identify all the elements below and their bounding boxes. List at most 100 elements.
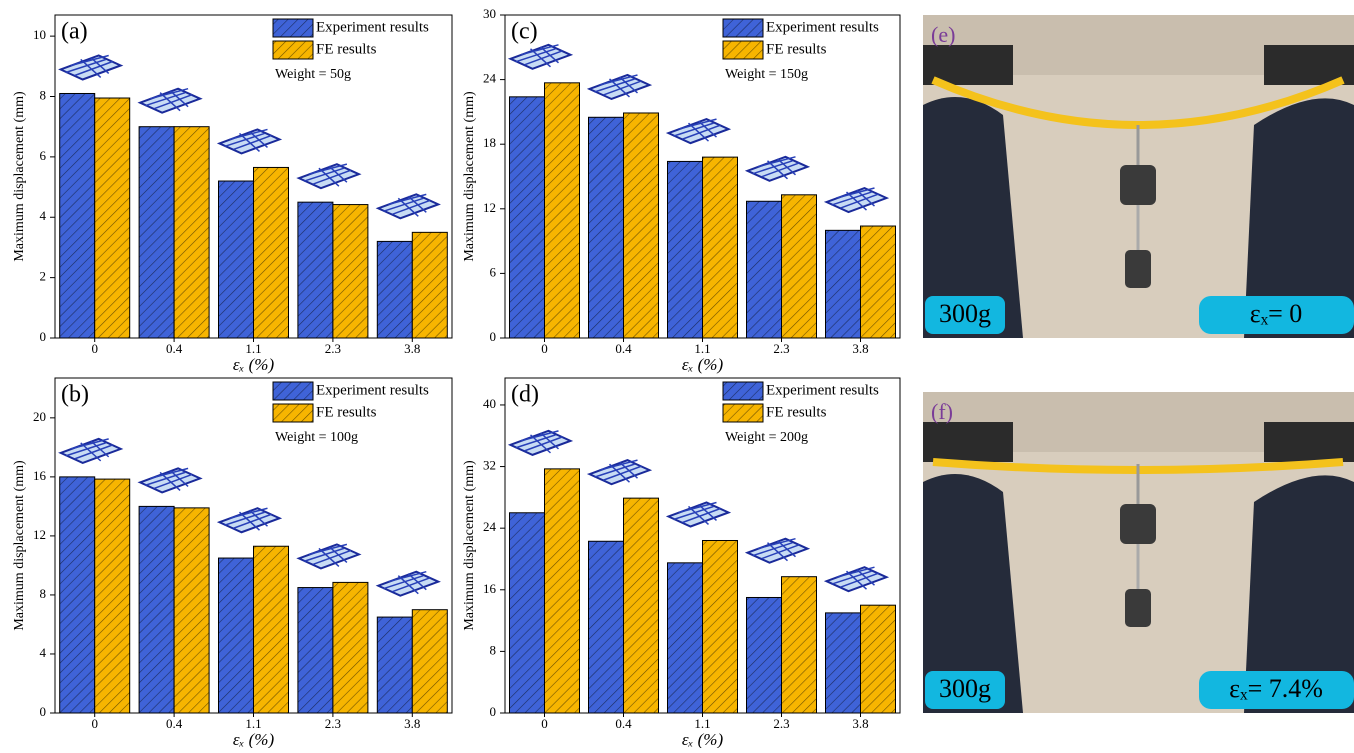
legend-swatch (273, 41, 313, 59)
fe-inset (220, 508, 280, 532)
bar (861, 605, 896, 713)
fe-inset (827, 567, 887, 591)
bar (826, 230, 861, 338)
fe-inset (299, 544, 359, 568)
y-tick-label: 12 (483, 200, 496, 215)
x-axis-label: εₓ (%) (682, 730, 724, 748)
y-tick-label: 4 (40, 645, 47, 660)
bar (139, 127, 174, 338)
x-tick-label: 3.8 (404, 341, 420, 356)
fe-inset (511, 45, 571, 69)
x-tick-label: 0 (91, 341, 98, 356)
bar (298, 202, 333, 338)
fe-inset (140, 468, 200, 492)
y-tick-label: 0 (490, 704, 497, 719)
x-tick-label: 1.1 (694, 716, 710, 731)
bar (826, 613, 861, 713)
page: 0246810Maximum displacement (mm)εₓ (%)(a… (0, 0, 1354, 753)
fe-inset (61, 439, 121, 463)
x-tick-label: 2.3 (773, 716, 789, 731)
annotation: Weight = 150g (725, 67, 808, 82)
bar (174, 508, 209, 713)
y-tick-label: 2 (40, 269, 47, 284)
y-axis-label: Maximum displacement (mm) (12, 460, 27, 631)
legend-swatch (273, 382, 313, 400)
y-tick-label: 24 (483, 71, 497, 86)
legend-label: Experiment results (316, 19, 429, 35)
x-tick-label: 1.1 (245, 716, 261, 731)
y-axis-label: Maximum displacement (mm) (12, 91, 27, 262)
y-tick-label: 8 (40, 87, 47, 102)
fe-inset (220, 129, 280, 153)
x-axis-label: εₓ (%) (233, 730, 275, 748)
y-tick-label: 8 (490, 642, 497, 657)
y-tick-label: 30 (483, 6, 496, 21)
y-tick-label: 10 (33, 27, 46, 42)
bar (95, 479, 130, 713)
legend-swatch (273, 404, 313, 422)
x-tick-label: 2.3 (773, 341, 789, 356)
bar (668, 563, 703, 713)
bar (545, 83, 580, 338)
legend-swatch (723, 404, 763, 422)
bar (510, 97, 545, 338)
fe-inset (748, 539, 808, 563)
bar (703, 157, 738, 338)
x-tick-label: 3.8 (852, 716, 868, 731)
bar (219, 558, 254, 713)
bar (624, 113, 659, 338)
bar (703, 540, 738, 713)
y-tick-label: 6 (40, 148, 47, 163)
bar (545, 469, 580, 713)
bar (624, 498, 659, 713)
bar (782, 195, 817, 338)
bar (377, 241, 412, 338)
fe-inset (590, 460, 650, 484)
bar (412, 232, 447, 338)
bar (782, 577, 817, 713)
y-tick-label: 6 (490, 264, 497, 279)
x-axis-label: εₓ (%) (682, 355, 724, 374)
bar (298, 588, 333, 713)
bar (95, 98, 130, 338)
fe-inset (511, 431, 571, 455)
bar (254, 167, 289, 338)
x-tick-label: 0.4 (166, 341, 183, 356)
annotation: Weight = 50g (275, 67, 351, 82)
x-tick-label: 0 (541, 341, 548, 356)
panel-label: (b) (61, 382, 89, 408)
x-axis-label: εₓ (%) (233, 355, 275, 374)
y-tick-label: 0 (40, 329, 47, 344)
y-tick-label: 32 (483, 458, 496, 473)
bar (333, 205, 368, 338)
y-tick-label: 8 (40, 586, 47, 601)
fe-inset (669, 119, 729, 143)
x-tick-label: 1.1 (694, 341, 710, 356)
legend-swatch (273, 19, 313, 37)
x-tick-label: 2.3 (325, 716, 341, 731)
bar (254, 546, 289, 713)
legend-label: FE results (766, 41, 827, 57)
weight-label: 300g (939, 674, 991, 703)
panel-label: (c) (511, 19, 538, 45)
bar (589, 541, 624, 713)
panel-label: (d) (511, 382, 539, 408)
fe-inset (669, 502, 729, 526)
y-axis-label: Maximum displacement (mm) (462, 91, 477, 262)
legend-label: FE results (316, 41, 377, 57)
bar (747, 597, 782, 713)
figure: 0246810Maximum displacement (mm)εₓ (%)(a… (0, 0, 1354, 748)
legend-swatch (723, 19, 763, 37)
bar (219, 181, 254, 338)
fe-inset (748, 157, 808, 181)
y-tick-label: 24 (483, 519, 497, 534)
bar (60, 93, 95, 338)
legend-label: Experiment results (766, 382, 879, 398)
fe-inset (827, 188, 887, 212)
x-tick-label: 2.3 (325, 341, 341, 356)
photo-panel-label: (f) (931, 399, 953, 424)
bar (668, 161, 703, 338)
bar (333, 582, 368, 713)
strain-label: εₓ= 7.4% (1229, 674, 1323, 703)
